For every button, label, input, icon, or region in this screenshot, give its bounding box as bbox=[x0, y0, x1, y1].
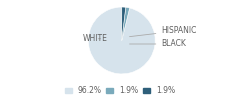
Wedge shape bbox=[88, 7, 155, 74]
Wedge shape bbox=[122, 7, 126, 40]
Text: HISPANIC: HISPANIC bbox=[130, 26, 197, 37]
Text: BLACK: BLACK bbox=[130, 40, 186, 48]
Legend: 96.2%, 1.9%, 1.9%: 96.2%, 1.9%, 1.9% bbox=[64, 86, 176, 96]
Text: WHITE: WHITE bbox=[83, 34, 108, 43]
Wedge shape bbox=[122, 7, 130, 40]
